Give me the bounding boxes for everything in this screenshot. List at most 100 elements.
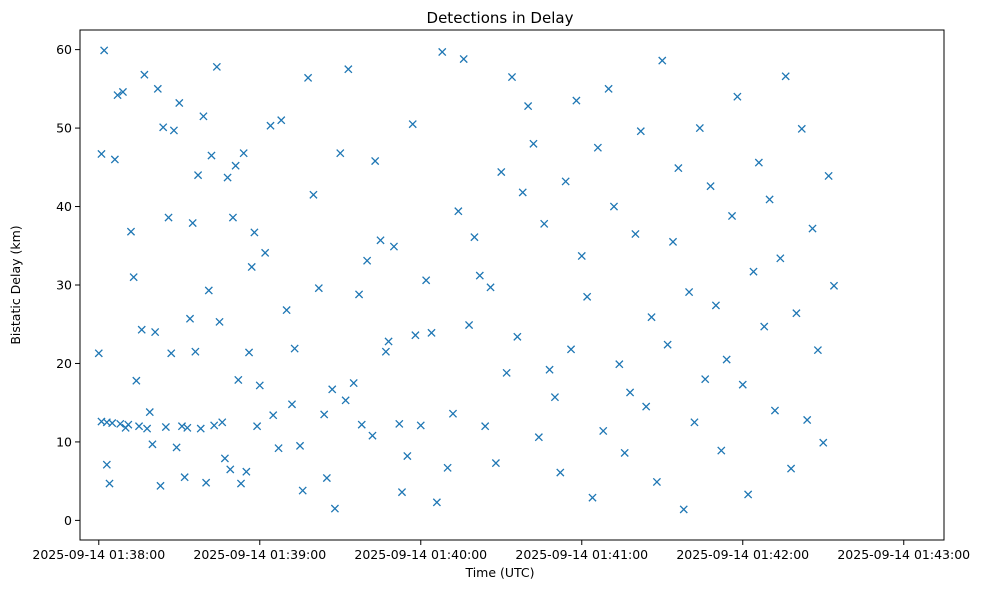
data-point — [226, 465, 235, 474]
data-point — [277, 116, 286, 125]
x-axis-label: Time (UTC) — [464, 565, 534, 580]
data-point — [524, 102, 533, 111]
data-point — [636, 127, 645, 136]
data-point — [497, 167, 506, 177]
x-tick-label: 2025-09-14 01:43:00 — [837, 547, 970, 562]
data-point — [344, 65, 353, 74]
data-point — [185, 314, 195, 323]
data-point — [550, 393, 559, 402]
data-point — [685, 288, 694, 297]
data-point — [668, 237, 678, 246]
data-point — [282, 306, 291, 315]
data-point — [403, 451, 412, 461]
data-point — [422, 276, 431, 285]
data-point — [561, 177, 570, 186]
data-point — [183, 423, 192, 432]
data-point — [234, 375, 243, 384]
data-point — [309, 190, 318, 199]
data-point — [674, 164, 683, 173]
data-point — [760, 322, 769, 331]
data-point — [196, 424, 205, 433]
data-point — [231, 161, 240, 170]
data-point — [239, 149, 248, 158]
data-point — [328, 385, 337, 394]
data-point — [148, 440, 157, 449]
data-point — [97, 149, 106, 159]
data-point — [513, 332, 522, 341]
data-point — [363, 256, 372, 265]
data-point — [781, 72, 790, 81]
data-point — [711, 301, 720, 310]
data-point — [94, 349, 103, 358]
data-point — [202, 478, 211, 487]
data-point — [376, 236, 385, 245]
data-point — [100, 46, 109, 55]
x-axis: 2025-09-14 01:38:00 2025-09-14 01:39:00 20… — [32, 540, 970, 562]
data-point — [642, 402, 651, 411]
data-point — [416, 421, 425, 430]
data-point — [744, 490, 753, 499]
plot-background — [80, 30, 944, 540]
data-point — [336, 149, 345, 158]
data-point — [244, 348, 254, 357]
data-point — [145, 408, 154, 417]
data-point — [583, 292, 592, 301]
data-point — [124, 420, 133, 429]
x-tick-label: 2025-09-14 01:40:00 — [354, 547, 487, 562]
y-tick-label: 10 — [56, 434, 72, 449]
data-point — [156, 481, 165, 490]
data-point — [151, 328, 160, 337]
data-point — [330, 504, 339, 513]
data-point — [180, 473, 189, 482]
data-point — [470, 233, 479, 242]
data-point — [797, 124, 806, 133]
data-point — [518, 188, 527, 197]
data-point — [371, 156, 380, 166]
data-point — [465, 320, 474, 330]
data-point — [261, 248, 270, 257]
x-tick-label: 2025-09-14 01:41:00 — [515, 547, 648, 562]
data-point — [572, 96, 581, 105]
data-point — [706, 182, 715, 191]
data-point — [438, 47, 447, 57]
data-point — [803, 415, 812, 425]
data-point — [354, 290, 364, 299]
data-point — [443, 463, 452, 472]
data-point — [486, 283, 495, 292]
data-point — [116, 419, 125, 428]
data-point — [105, 479, 114, 488]
data-point — [194, 171, 203, 180]
y-tick-label: 50 — [56, 121, 72, 136]
data-point — [349, 379, 358, 388]
data-point — [593, 143, 602, 152]
data-point — [167, 349, 176, 358]
data-points — [94, 46, 839, 514]
data-point — [322, 473, 331, 483]
data-point — [733, 92, 742, 101]
data-point — [690, 418, 699, 427]
data-point — [727, 211, 737, 221]
data-point — [204, 286, 213, 295]
y-axis: 0 10 20 30 40 50 60 — [56, 42, 80, 528]
data-point — [819, 438, 828, 447]
data-point — [140, 70, 149, 79]
data-point — [738, 380, 747, 389]
data-point — [188, 218, 197, 228]
data-point — [717, 446, 726, 455]
data-point — [754, 158, 763, 167]
x-tick-label: 2025-09-14 01:42:00 — [676, 547, 809, 562]
data-point — [534, 433, 543, 442]
data-point — [786, 464, 796, 473]
data-point — [454, 207, 463, 216]
data-point — [242, 467, 251, 476]
data-point — [314, 284, 323, 293]
data-point — [620, 448, 629, 457]
y-tick-label: 0 — [64, 513, 72, 528]
data-point — [491, 459, 500, 468]
data-point — [199, 112, 208, 121]
y-tick-label: 40 — [56, 199, 72, 214]
data-point — [813, 346, 822, 355]
data-point — [384, 337, 393, 346]
data-point — [577, 251, 586, 261]
